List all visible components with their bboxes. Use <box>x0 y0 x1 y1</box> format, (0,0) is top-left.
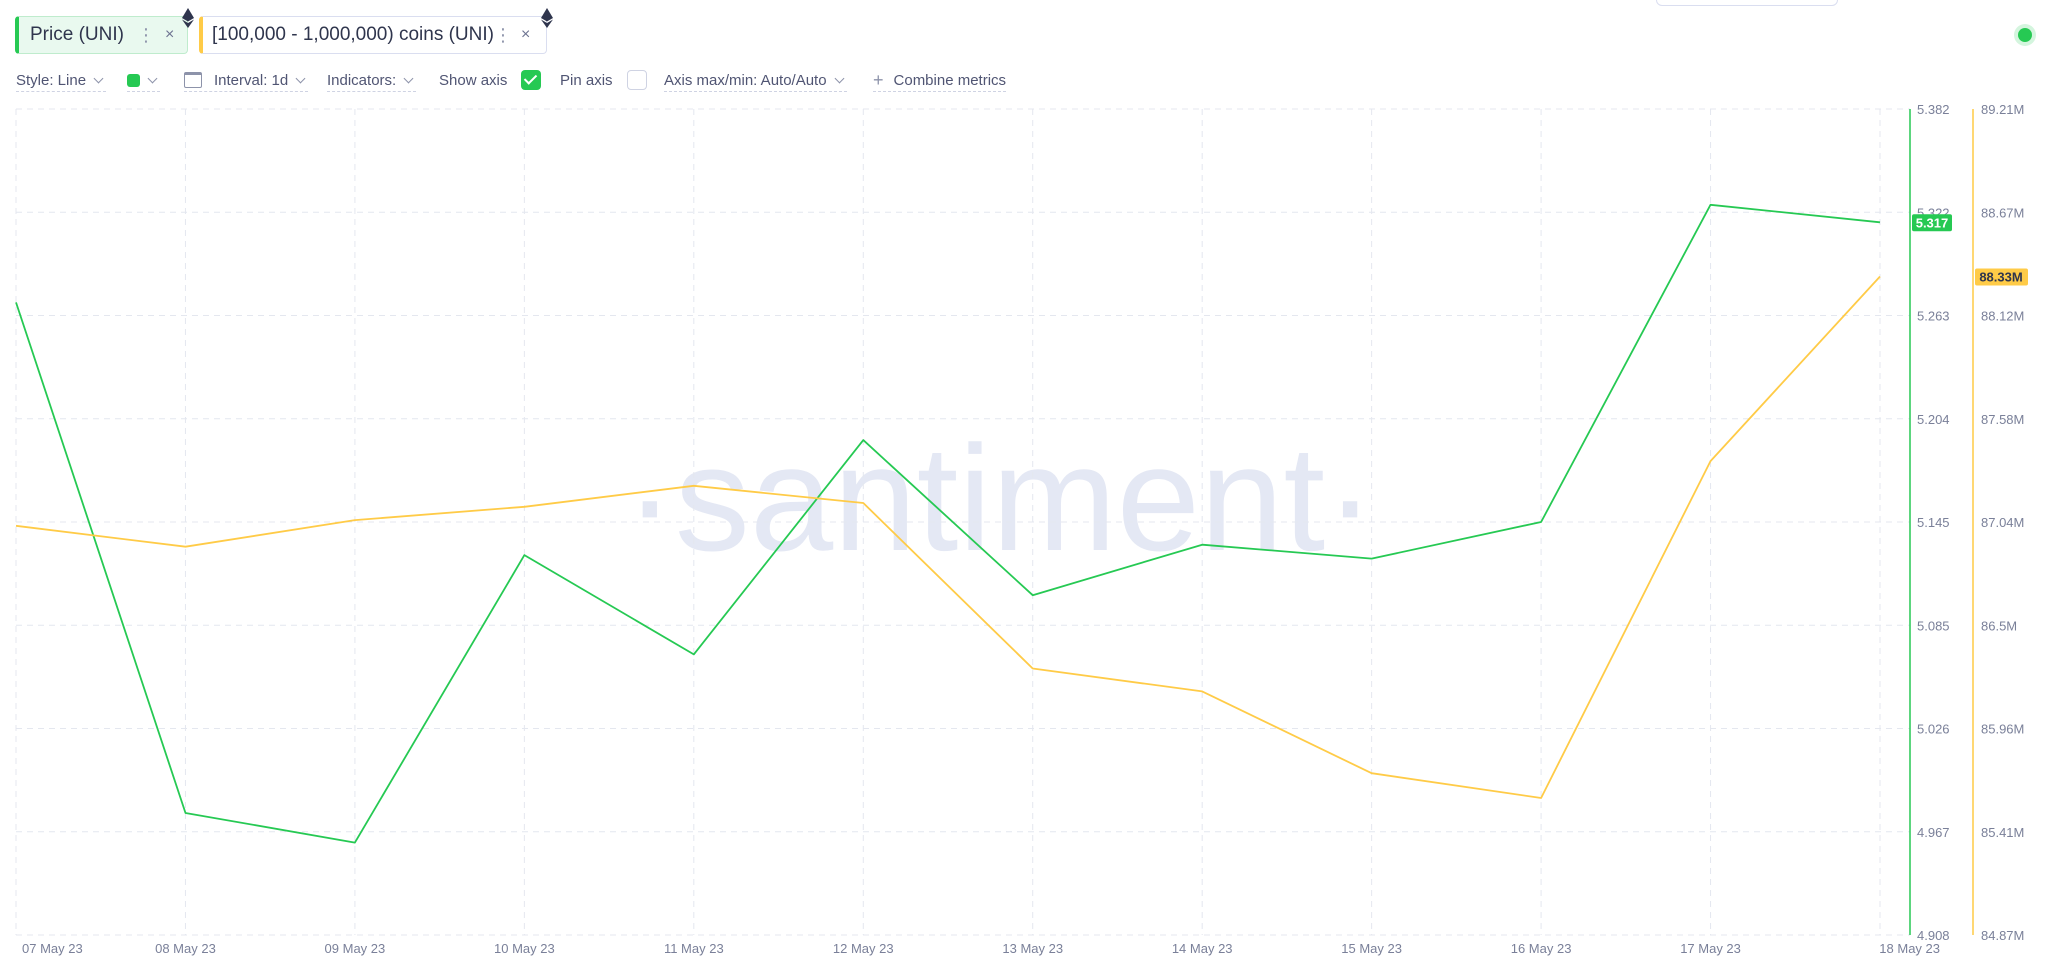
y-axis-tick-label-right: 84.87M <box>1981 928 2024 943</box>
y-axis-tick-label-right: 88.12M <box>1981 309 2024 324</box>
price-last-value-badge <box>1912 214 1952 232</box>
close-icon[interactable]: × <box>521 26 531 43</box>
axis-minmax-dropdown[interactable]: Axis max/min: Auto/Auto <box>664 69 847 92</box>
x-axis-tick-label: 12 May 23 <box>833 941 894 956</box>
y-axis-tick-label-left: 4.908 <box>1917 928 1950 943</box>
combine-metrics-button[interactable]: + Combine metrics <box>873 69 1007 92</box>
santiment-watermark: ·santiment· <box>625 414 1375 582</box>
coins-series-line <box>15 275 1881 799</box>
live-status-indicator <box>2018 28 2032 42</box>
color-picker[interactable] <box>127 69 160 92</box>
y-axis-tick-label-left: 5.085 <box>1917 618 1950 633</box>
y-axis-tick-label-left: 5.204 <box>1917 412 1950 427</box>
more-options-icon[interactable]: ⋮ <box>137 24 155 45</box>
show-axis-toggle[interactable]: Show axis <box>439 69 542 91</box>
y-axis-tick-label-left: 5.145 <box>1917 515 1950 530</box>
coins-last-value-text: 88.33M <box>1979 269 2022 284</box>
y-axis-tick-label-left: 5.026 <box>1917 722 1950 737</box>
y-axis-tick-label-right: 86.5M <box>1981 618 2017 633</box>
x-axis-tick-label: 18 May 23 <box>1879 941 1940 956</box>
x-axis-tick-label: 15 May 23 <box>1341 941 1402 956</box>
indicators-dropdown[interactable]: Indicators: <box>327 69 417 92</box>
show-axis-checkbox[interactable] <box>521 70 542 90</box>
calendar-icon <box>184 72 202 88</box>
y-axis-tick-label-right: 87.58M <box>1981 412 2024 427</box>
color-swatch <box>127 73 140 87</box>
interval-label: Interval: 1d <box>214 71 289 89</box>
x-axis-tick-label: 17 May 23 <box>1680 941 1741 956</box>
metric-label-price: Price (UNI) <box>30 24 124 45</box>
pin-axis-toggle[interactable]: Pin axis <box>560 69 647 91</box>
show-axis-label: Show axis <box>439 71 508 89</box>
x-axis-tick-label: 16 May 23 <box>1511 941 1572 956</box>
price-series-line <box>15 203 1881 844</box>
y-axis-tick-label-right: 87.04M <box>1981 515 2024 530</box>
y-axis-tick-label-left: 5.263 <box>1917 309 1950 324</box>
interval-dropdown[interactable]: Interval: 1d <box>184 69 309 92</box>
indicators-label: Indicators: <box>327 71 397 89</box>
pin-axis-label: Pin axis <box>560 71 613 89</box>
x-axis-tick-label: 11 May 23 <box>664 941 724 956</box>
metric-chip-price[interactable]: Price (UNI) ⋮ × <box>15 16 188 54</box>
x-axis-tick-label: 08 May 23 <box>155 941 216 956</box>
coins-last-value-badge <box>1975 268 2028 286</box>
metric-chip-coins[interactable]: [100,000 - 1,000,000) coins (UNI) ⋮ × <box>199 16 547 54</box>
style-dropdown[interactable]: Style: Line <box>16 69 107 92</box>
price-last-value-text: 5.317 <box>1916 215 1949 230</box>
close-icon[interactable]: × <box>165 26 175 43</box>
plus-icon: + <box>873 69 884 90</box>
y-axis-tick-label-left: 4.967 <box>1917 825 1950 840</box>
more-options-icon[interactable]: ⋮ <box>494 24 512 45</box>
ethereum-icon <box>541 8 553 28</box>
y-axis-tick-label-right: 85.41M <box>1981 825 2024 840</box>
y-axis-tick-label-right: 88.67M <box>1981 205 2024 220</box>
x-axis-tick-label: 13 May 23 <box>1002 941 1063 956</box>
x-axis-tick-label: 09 May 23 <box>325 941 386 956</box>
y-axis-tick-label-left: 5.382 <box>1917 102 1950 117</box>
ethereum-icon <box>182 8 194 28</box>
y-axis-tick-label-right: 89.21M <box>1981 102 2024 117</box>
pin-axis-checkbox[interactable] <box>626 70 647 90</box>
axis-minmax-label: Axis max/min: Auto/Auto <box>664 71 827 89</box>
x-axis-tick-label: 10 May 23 <box>494 941 555 956</box>
metric-label-coins: [100,000 - 1,000,000) coins (UNI) <box>212 24 494 45</box>
style-label: Style: Line <box>16 71 87 89</box>
y-axis-tick-label-right: 85.96M <box>1981 722 2024 737</box>
combine-metrics-label: Combine metrics <box>893 71 1007 89</box>
x-axis-tick-label: 07 May 23 <box>22 941 83 956</box>
chart-toolbar: Style: Line Interval: 1d Indicators: Sho… <box>0 69 1100 93</box>
x-axis-tick-label: 14 May 23 <box>1172 941 1233 956</box>
